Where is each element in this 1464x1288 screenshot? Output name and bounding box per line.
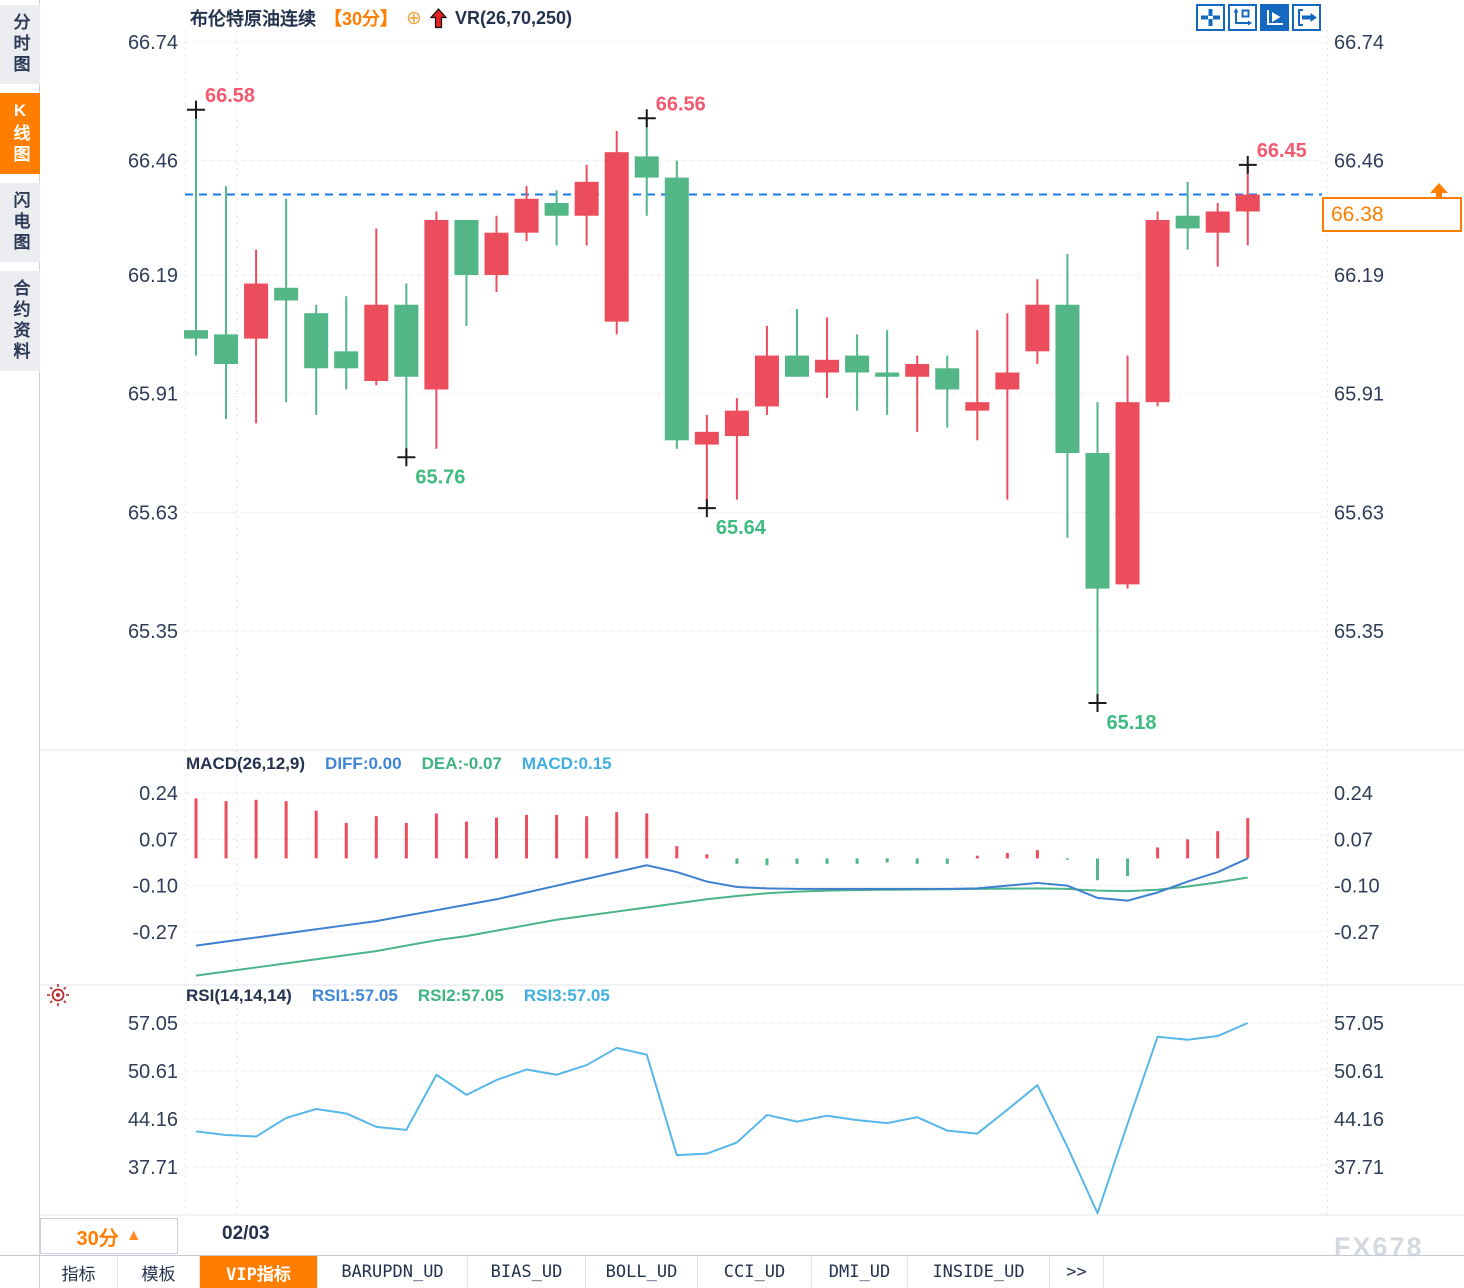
tabbar-divider: [0, 1255, 1464, 1256]
svg-text:-0.10: -0.10: [1334, 876, 1380, 898]
svg-text:65.35: 65.35: [1334, 621, 1384, 643]
x-axis-date-label: 02/03: [222, 1223, 270, 1244]
tab-indicators[interactable]: 指标: [40, 1256, 118, 1288]
vr-indicator-label: VR(26,70,250): [454, 7, 573, 28]
svg-text:50.61: 50.61: [1334, 1061, 1384, 1083]
macd-params-label[interactable]: MACD(26,12,9): [186, 754, 306, 773]
svg-text:66.56: 66.56: [656, 93, 706, 115]
svg-text:44.16: 44.16: [1334, 1109, 1384, 1131]
period-tag[interactable]: 【30分】: [324, 9, 399, 29]
svg-text:57.05: 57.05: [1334, 1013, 1384, 1035]
svg-text:66.46: 66.46: [128, 151, 178, 173]
tab-dmi-ud[interactable]: DMI_UD: [812, 1256, 908, 1288]
triangle-up-icon: ▲: [125, 1227, 142, 1244]
svg-text:0.24: 0.24: [139, 783, 178, 805]
svg-text:66.19: 66.19: [128, 265, 178, 287]
tab-vip-indicators[interactable]: VIP指标: [200, 1256, 318, 1288]
sidebar-tab-kline[interactable]: K线图: [0, 93, 40, 174]
macd-header: MACD(26,12,9) DIFF:0.00 DEA:-0.07 MACD:0…: [186, 754, 612, 774]
svg-text:66.19: 66.19: [1334, 265, 1384, 287]
svg-text:37.71: 37.71: [1334, 1157, 1384, 1179]
brightness-icon[interactable]: [46, 983, 70, 1007]
rsi1-value: RSI1:57.05: [311, 986, 398, 1005]
page-right-icon[interactable]: [1292, 4, 1321, 31]
svg-text:65.18: 65.18: [1107, 712, 1157, 734]
sidebar-tab-contract-info[interactable]: 合约资料: [0, 271, 40, 371]
svg-text:66.74: 66.74: [1334, 32, 1384, 54]
rsi3-value: RSI3:57.05: [523, 986, 610, 1005]
tab-bias-ud[interactable]: BIAS_UD: [468, 1256, 586, 1288]
red-up-arrow-icon: [429, 7, 447, 28]
tab-barupdn-ud[interactable]: BARUPDN_UD: [318, 1256, 468, 1288]
svg-text:65.63: 65.63: [1334, 502, 1384, 524]
period-selector-label: 30分: [76, 1227, 119, 1250]
auto-track-icon[interactable]: [1260, 4, 1289, 31]
price-up-marker-icon: [1430, 183, 1448, 193]
svg-text:-0.27: -0.27: [1334, 922, 1380, 944]
price-up-marker-stem: [1436, 192, 1442, 198]
rsi2-value: RSI2:57.05: [417, 986, 504, 1005]
svg-text:66.45: 66.45: [1257, 140, 1307, 162]
indicator-tabbar: 指标 模板 VIP指标 BARUPDN_UD BIAS_UD BOLL_UD C…: [40, 1256, 1104, 1288]
svg-text:44.16: 44.16: [128, 1109, 178, 1131]
svg-text:66.74: 66.74: [128, 32, 178, 54]
svg-text:66.46: 66.46: [1334, 151, 1384, 173]
move-cross-icon[interactable]: [1196, 4, 1225, 31]
svg-text:65.76: 65.76: [415, 466, 465, 488]
svg-text:57.05: 57.05: [128, 1013, 178, 1035]
svg-text:-0.10: -0.10: [132, 876, 178, 898]
axis-scale-icon[interactable]: [1228, 4, 1257, 31]
instrument-title: 布伦特原油连续: [190, 9, 316, 29]
svg-text:65.35: 65.35: [128, 621, 178, 643]
period-selector-button[interactable]: 30分 ▲: [40, 1218, 178, 1254]
tab-boll-ud[interactable]: BOLL_UD: [586, 1256, 698, 1288]
svg-text:66.58: 66.58: [205, 85, 255, 107]
tab-more[interactable]: >>: [1050, 1256, 1104, 1288]
watermark-logo: FX678: [1334, 1232, 1424, 1262]
svg-text:65.64: 65.64: [716, 517, 767, 539]
svg-text:-0.27: -0.27: [132, 922, 178, 944]
rsi-header: RSI(14,14,14) RSI1:57.05 RSI2:57.05 RSI3…: [186, 986, 610, 1006]
tab-inside-ud[interactable]: INSIDE_UD: [908, 1256, 1050, 1288]
sidebar: 分时图 K线图 闪电图 合约资料: [0, 0, 40, 1288]
sidebar-tab-timeshare[interactable]: 分时图: [0, 5, 40, 84]
tab-templates[interactable]: 模板: [118, 1256, 200, 1288]
svg-text:65.91: 65.91: [1334, 384, 1384, 406]
candles-layer: [184, 109, 1260, 704]
rsi-params-label[interactable]: RSI(14,14,14): [186, 986, 292, 1005]
svg-text:0.24: 0.24: [1334, 783, 1373, 805]
svg-text:50.61: 50.61: [128, 1061, 178, 1083]
svg-text:0.07: 0.07: [139, 829, 178, 851]
svg-text:0.07: 0.07: [1334, 829, 1373, 851]
macd-hist-value: MACD:0.15: [521, 754, 612, 773]
macd-diff-value: DIFF:0.00: [325, 754, 402, 773]
chart-header: 布伦特原油连续 【30分】 ⊕ VR(26,70,250): [190, 5, 572, 31]
tab-cci-ud[interactable]: CCI_UD: [698, 1256, 812, 1288]
svg-text:65.63: 65.63: [128, 502, 178, 524]
macd-dea-value: DEA:-0.07: [421, 754, 502, 773]
svg-text:65.91: 65.91: [128, 384, 178, 406]
sidebar-tab-lightning[interactable]: 闪电图: [0, 183, 40, 262]
add-circle-icon[interactable]: ⊕: [406, 7, 422, 29]
chart-toolbar: [1196, 4, 1321, 31]
svg-text:37.71: 37.71: [128, 1157, 178, 1179]
current-price-tag[interactable]: 66.38: [1322, 197, 1462, 232]
